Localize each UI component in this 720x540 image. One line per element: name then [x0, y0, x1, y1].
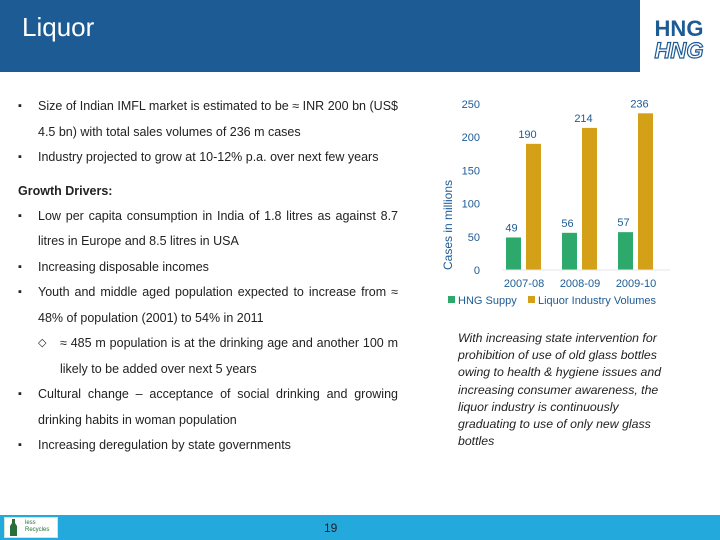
diamond-bullet-icon: ◇ — [38, 337, 47, 349]
bar-value-label: 190 — [518, 129, 536, 141]
bar-industry-volume — [526, 143, 541, 270]
hng-logo: HNG HNG — [654, 16, 704, 64]
bar-industry-volume — [582, 127, 597, 271]
badge-text: less Recycles — [25, 520, 49, 534]
badge-line1: less — [25, 520, 36, 526]
sub-bullet-drinking-age: ◇ ≈ 485 m population is at the drinking … — [18, 331, 398, 382]
bullet-disposable-income: Increasing disposable incomes — [18, 255, 398, 281]
y-tick-label: 250 — [462, 99, 480, 111]
footer-bar — [0, 515, 720, 540]
volume-bar-chart: Cases in millions 0 50 100 150 200 250 49 190 5… — [441, 98, 670, 307]
bullet-market-size: Size of Indian IMFL market is estimated … — [18, 94, 398, 145]
bar-value-label: 214 — [574, 113, 592, 125]
y-axis-label: Cases in millions — [441, 180, 455, 270]
growth-drivers-heading: Growth Drivers: — [18, 183, 113, 198]
bar-industry-volume — [638, 113, 653, 271]
x-tick-label: 2007-08 — [504, 278, 544, 290]
bullet-per-capita: Low per capita consumption in India of 1… — [18, 204, 398, 255]
x-tick-label: 2009-10 — [616, 278, 656, 290]
bar-hng-supply — [506, 237, 521, 270]
title-bar: Liquor — [0, 0, 640, 72]
recycle-badge: less Recycles — [4, 517, 58, 538]
x-tick-label: 2008-09 — [560, 278, 600, 290]
chart-caption: With increasing state intervention for p… — [458, 331, 662, 449]
y-tick-label: 150 — [462, 165, 480, 177]
bottle-icon — [10, 519, 17, 536]
bar-value-label: 49 — [505, 222, 517, 234]
bullet-deregulation: Increasing deregulation by state governm… — [18, 433, 398, 459]
bullet-cultural-change: Cultural change – acceptance of social d… — [18, 382, 398, 433]
legend-label: HNG Suppy — [458, 295, 517, 307]
logo-text-bottom: HNG — [655, 38, 704, 63]
legend-swatch — [448, 296, 455, 303]
badge-line2: Recycles — [25, 527, 50, 533]
logo-text-top: HNG — [655, 16, 704, 41]
legend-label: Liquor Industry Volumes — [538, 295, 657, 307]
bar-hng-supply — [562, 232, 577, 270]
bullet-growth-projection: Industry projected to grow at 10-12% p.a… — [18, 145, 398, 171]
y-tick-label: 0 — [474, 265, 480, 277]
body-text: Size of Indian IMFL market is estimated … — [18, 94, 398, 459]
page-number: 19 — [324, 521, 338, 535]
page-title: Liquor — [22, 12, 95, 42]
y-tick-label: 200 — [462, 132, 480, 144]
bullet-youth-population: Youth and middle aged population expecte… — [18, 280, 398, 331]
y-tick-label: 50 — [468, 232, 480, 244]
bar-value-label: 236 — [630, 98, 648, 110]
bar-value-label: 56 — [561, 218, 573, 230]
sub-bullet-text: ≈ 485 m population is at the drinking ag… — [60, 336, 398, 376]
bar-hng-supply — [618, 232, 633, 270]
legend-swatch — [528, 296, 535, 303]
bar-value-label: 57 — [617, 217, 629, 229]
y-tick-label: 100 — [462, 199, 480, 211]
